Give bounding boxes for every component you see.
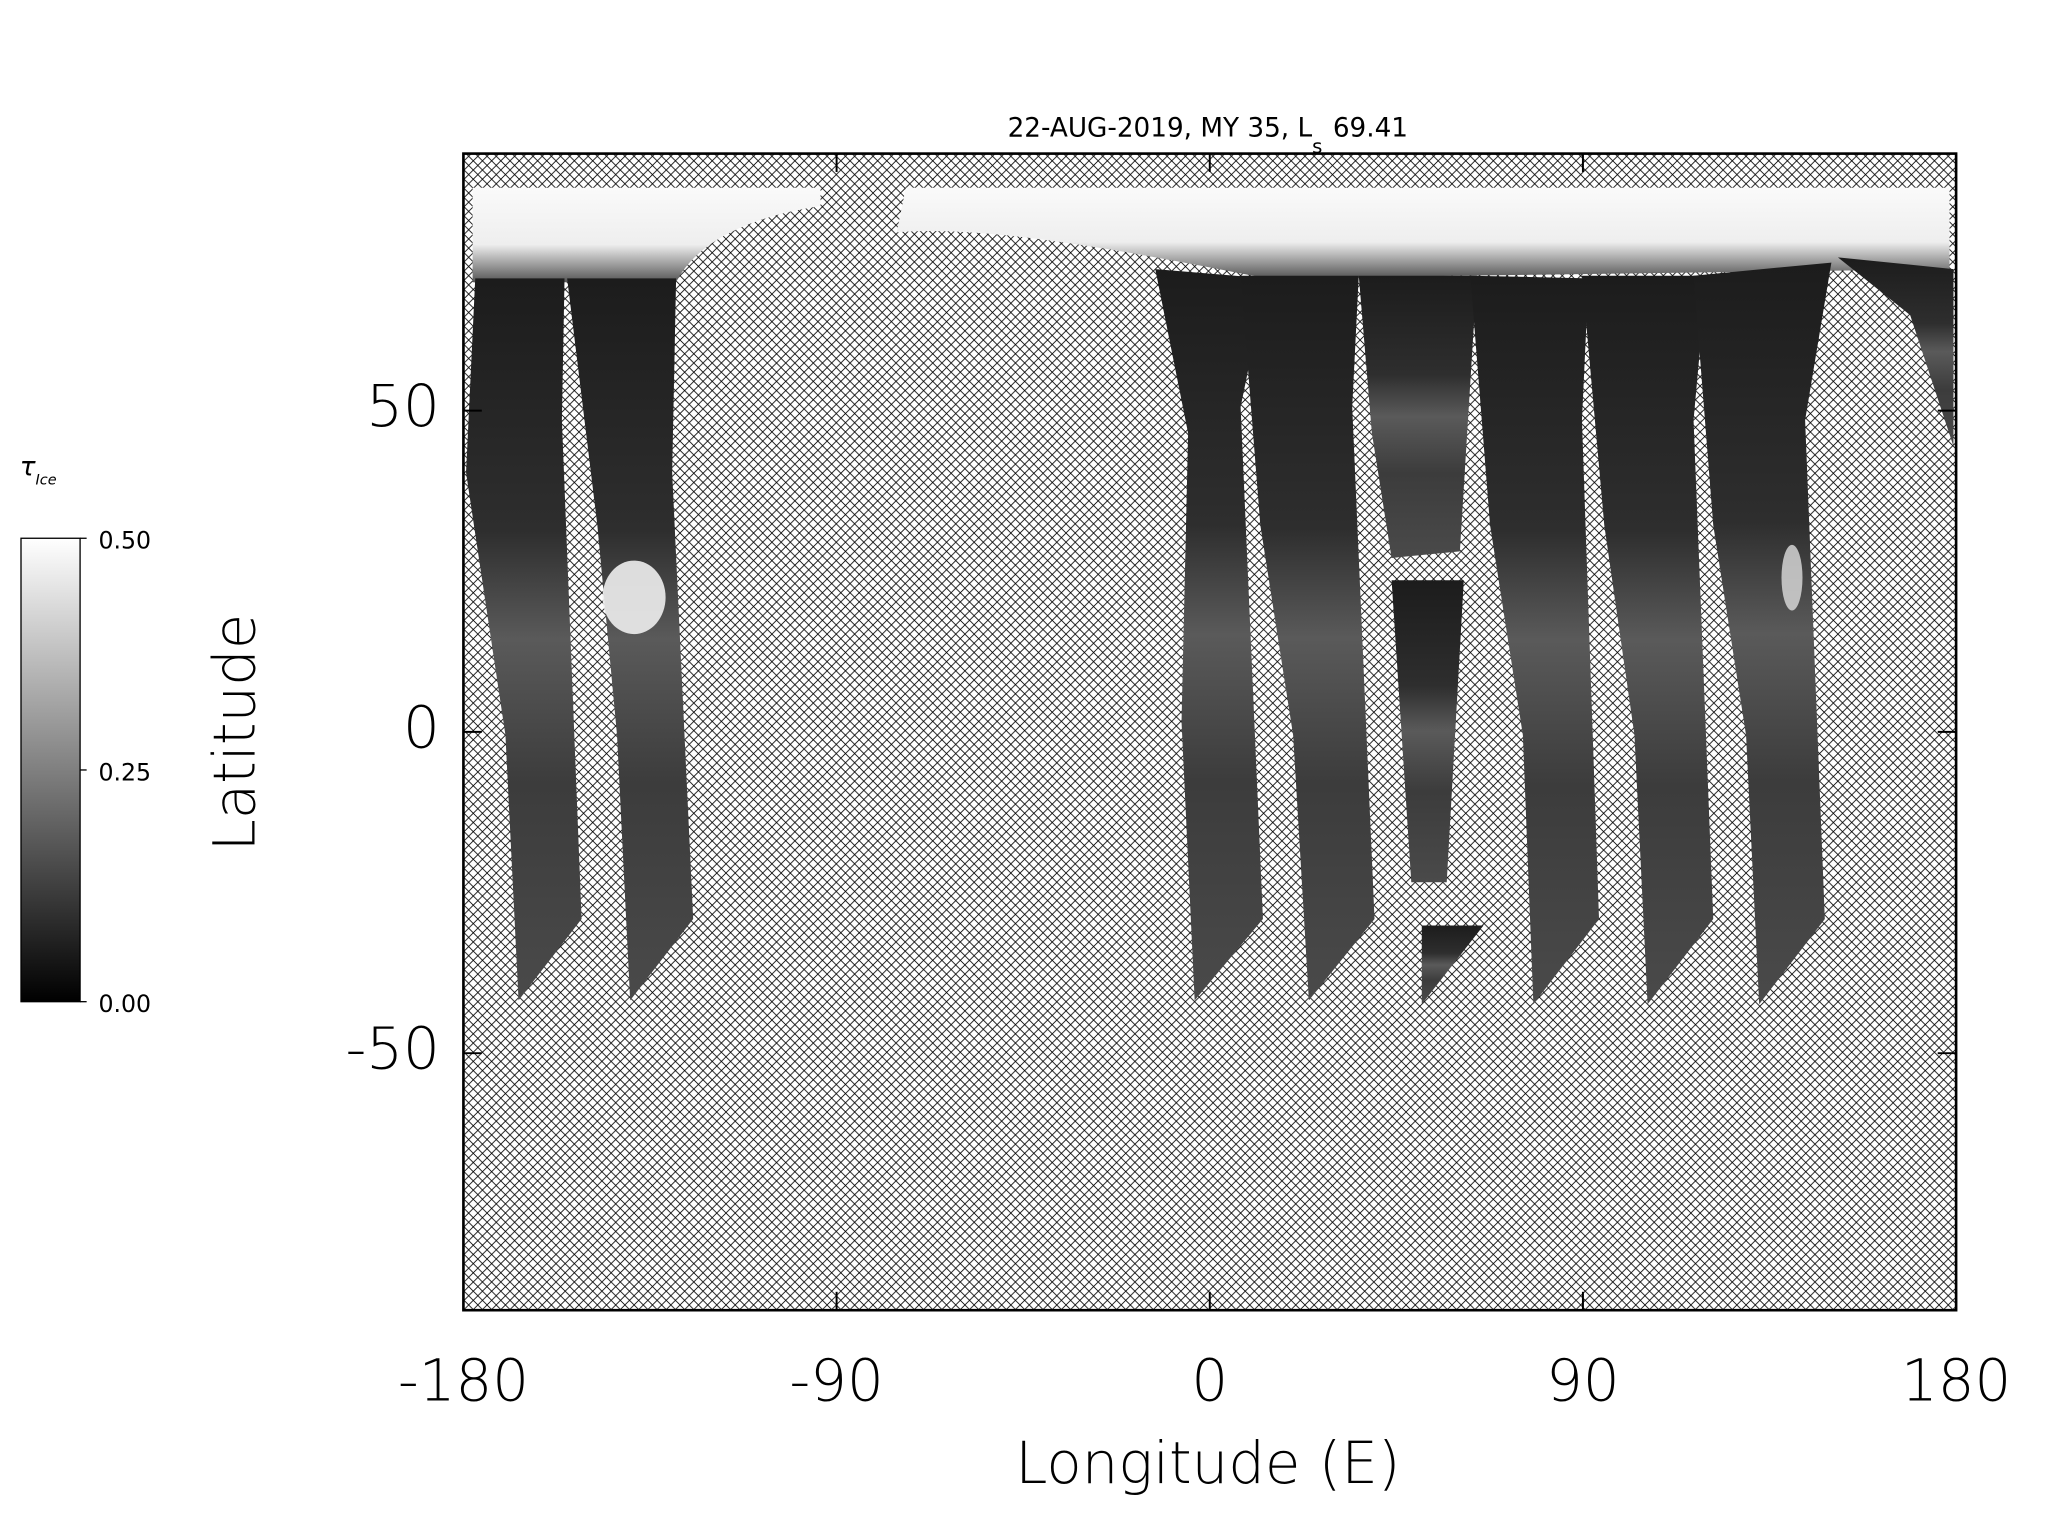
swath bbox=[1155, 269, 1267, 1001]
x-tick-label: -90 bbox=[789, 1347, 883, 1415]
swath bbox=[1837, 257, 1954, 447]
swaths bbox=[466, 257, 1954, 1005]
y-tick-label: 50 bbox=[366, 372, 440, 440]
title-subscript: s bbox=[1312, 135, 1322, 158]
colorbar-subscript: Ice bbox=[36, 472, 57, 488]
colorbar-tick-label: 0.25 bbox=[98, 758, 151, 786]
swath bbox=[1358, 275, 1477, 558]
swath bbox=[567, 278, 694, 1001]
chart-title: 22-AUG-2019, MY 35, Ls 69.41 bbox=[1008, 113, 1408, 157]
swath bbox=[1391, 580, 1464, 883]
polar-band bbox=[472, 187, 821, 283]
y-tick-label: 0 bbox=[403, 693, 440, 761]
x-tick-label: 0 bbox=[1191, 1347, 1228, 1415]
map-imagery bbox=[463, 153, 1957, 1311]
colorbar-tick-label: 0.50 bbox=[98, 527, 151, 555]
x-tick-label: 90 bbox=[1546, 1347, 1620, 1415]
colorbar-tick-label: 0.00 bbox=[98, 990, 151, 1018]
title-text: 22-AUG-2019, MY 35, L bbox=[1008, 113, 1313, 143]
swath bbox=[1693, 262, 1832, 1005]
x-tick-label: -180 bbox=[398, 1347, 529, 1415]
swath bbox=[466, 278, 582, 1001]
cloud-feature bbox=[1781, 544, 1803, 611]
colorbar bbox=[20, 537, 81, 1003]
title-value: 69.41 bbox=[1333, 113, 1408, 143]
swath bbox=[1581, 275, 1714, 1005]
colorbar-label: τIce bbox=[20, 452, 57, 489]
swath bbox=[1470, 275, 1600, 1005]
colorbar-symbol: τ bbox=[20, 452, 36, 482]
cloud-feature bbox=[602, 560, 666, 635]
y-tick-label: -50 bbox=[345, 1015, 439, 1083]
polar-band bbox=[896, 187, 1950, 279]
x-tick-label: 180 bbox=[1901, 1347, 2011, 1415]
swath bbox=[1240, 275, 1375, 1001]
y-axis-label: Latitude bbox=[200, 614, 268, 852]
x-axis-label: Longitude (E) bbox=[1015, 1429, 1400, 1497]
